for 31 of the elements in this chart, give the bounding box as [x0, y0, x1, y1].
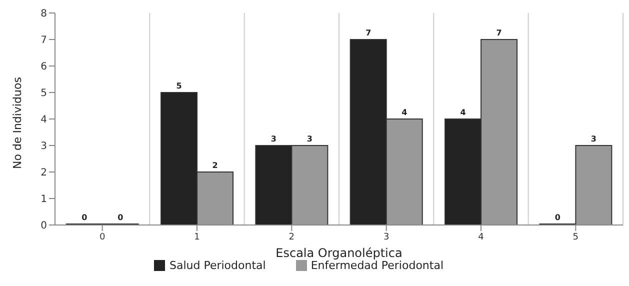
- x-tick-label: 4: [478, 232, 484, 242]
- legend-label: Enfermedad Periodontal: [310, 259, 444, 272]
- data-label: 3: [590, 134, 596, 144]
- x-tick-label: 5: [572, 232, 579, 242]
- x-tick-label: 1: [194, 232, 200, 242]
- x-axis-title: Escala Organoléptica: [276, 246, 402, 260]
- y-tick-label: 5: [40, 88, 47, 100]
- data-label: 0: [82, 213, 88, 222]
- data-label: 0: [554, 213, 561, 222]
- data-label: 5: [176, 82, 182, 90]
- y-tick-label: 3: [40, 141, 47, 152]
- x-tick-label: 3: [383, 232, 390, 242]
- y-tick-label: 4: [40, 114, 47, 126]
- x-tick-label: 2: [288, 232, 295, 242]
- data-label: 7: [496, 28, 502, 38]
- data-label: 3: [306, 134, 312, 144]
- data-label: 4: [402, 108, 408, 117]
- y-tick-label: 8: [40, 8, 47, 20]
- data-label: 4: [460, 108, 466, 117]
- y-tick-label: 7: [40, 35, 47, 46]
- data-label: 7: [366, 28, 372, 38]
- legend-label: Salud Periodontal: [169, 259, 266, 272]
- data-label: 2: [212, 161, 218, 170]
- y-tick-label: 1: [40, 194, 47, 206]
- x-tick-label: 0: [99, 232, 106, 242]
- y-tick-label: 6: [40, 62, 47, 73]
- data-label: 0: [118, 213, 124, 222]
- y-tick-label: 2: [40, 168, 47, 179]
- data-label: 3: [270, 134, 276, 144]
- y-tick-label: 0: [40, 220, 47, 232]
- y-axis-title: No de Individuos: [10, 76, 24, 169]
